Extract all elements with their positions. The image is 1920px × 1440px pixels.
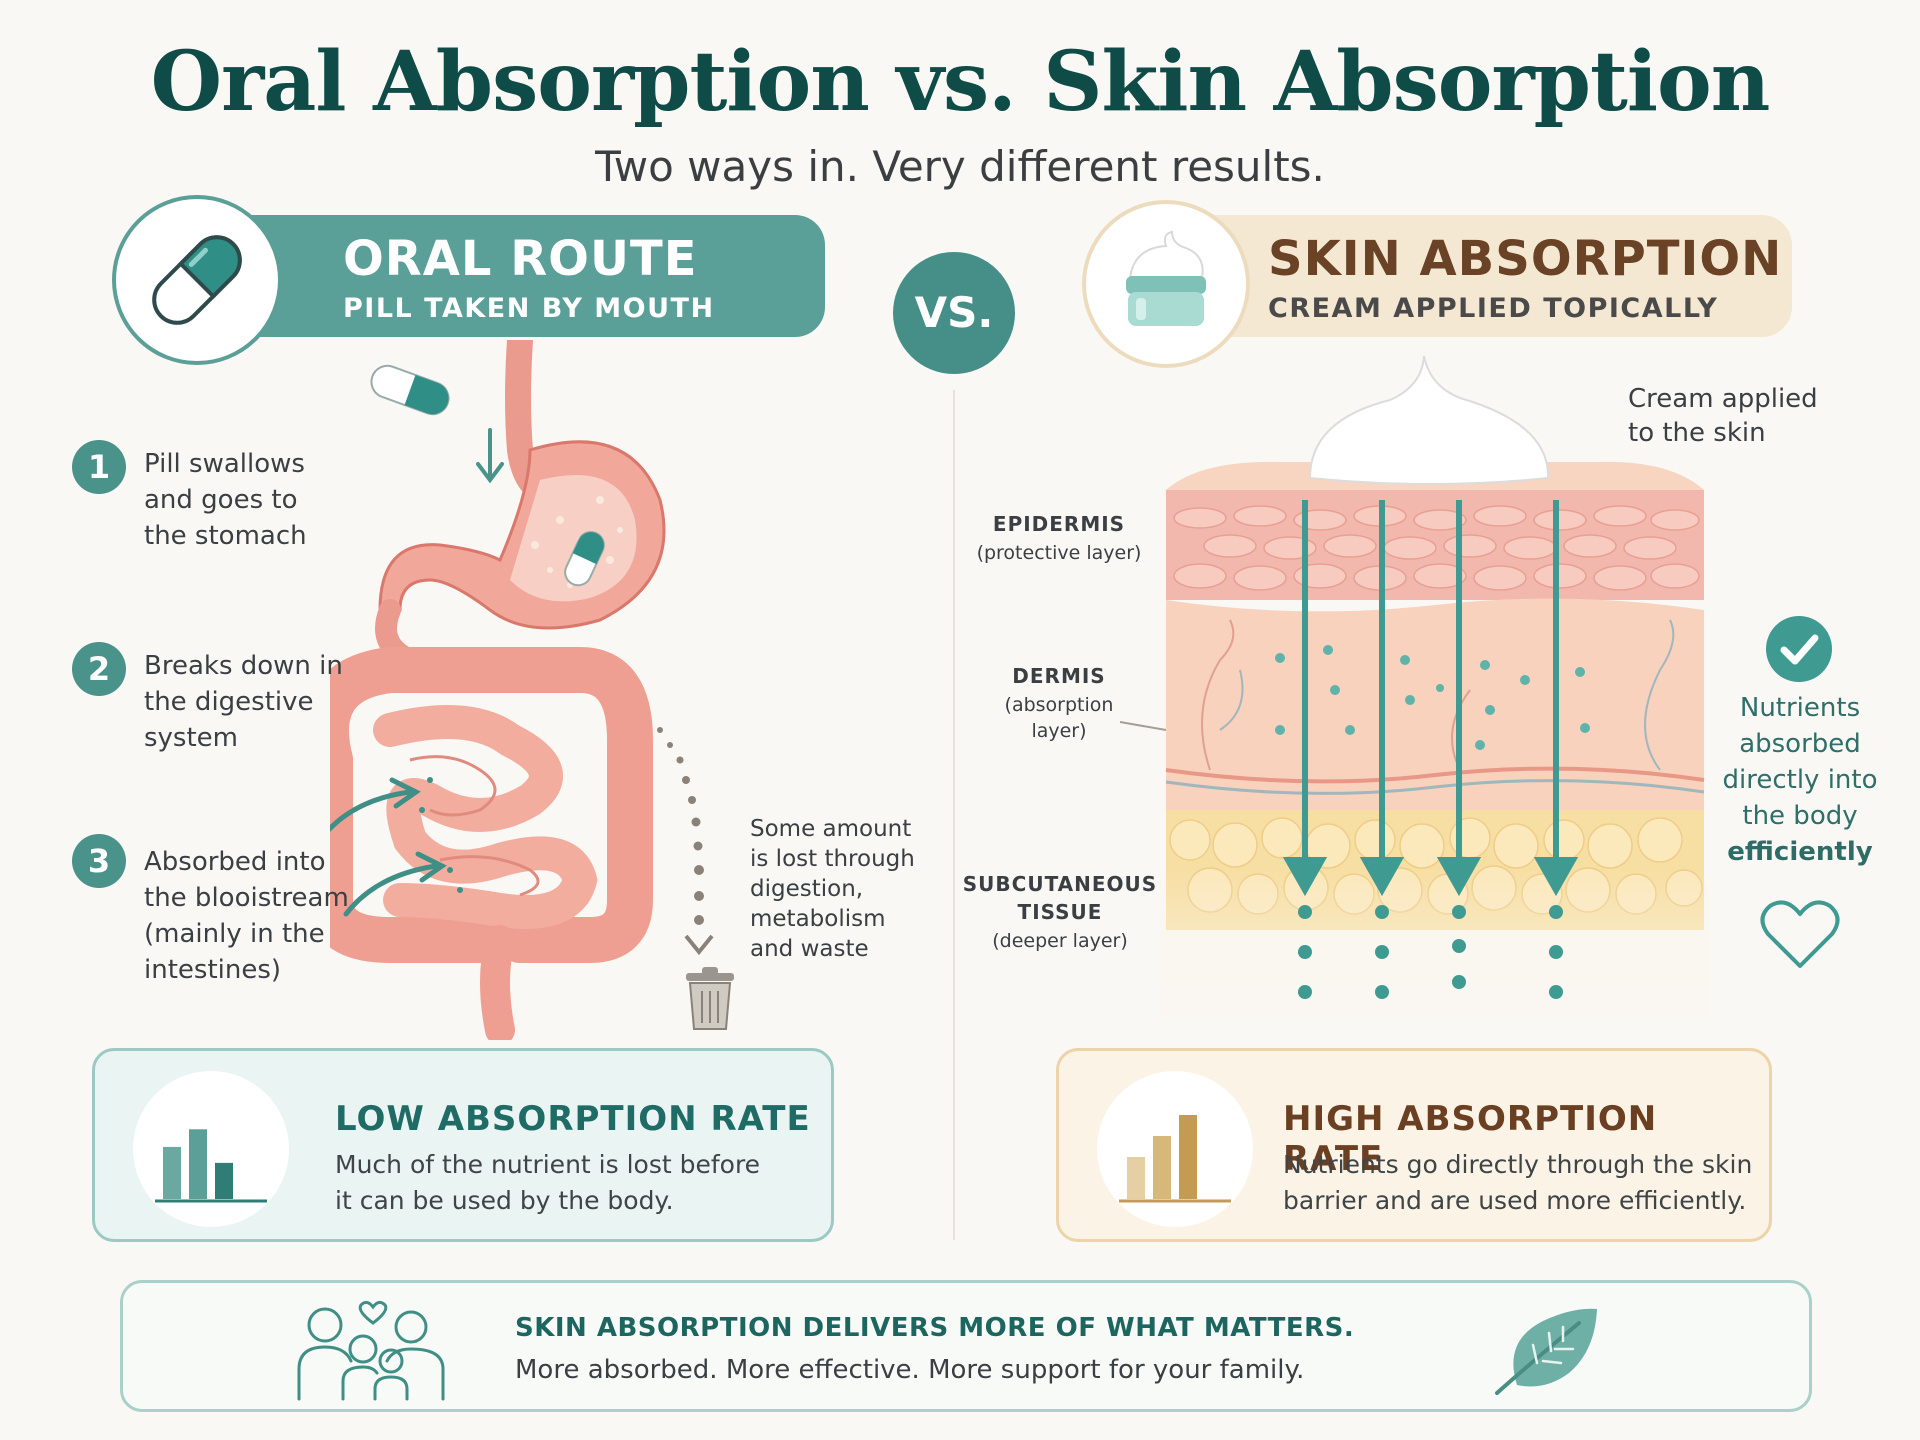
- oral-route-header: ORAL ROUTE PILL TAKEN BY MOUTH: [180, 215, 825, 337]
- footer-title: SKIN ABSORPTION DELIVERS MORE OF WHAT MA…: [515, 1313, 1355, 1343]
- leaf-icon: [1495, 1308, 1597, 1395]
- vs-badge: VS.: [893, 252, 1015, 374]
- low-absorption-bar-1: [163, 1146, 181, 1199]
- cream-jar-icon: [1082, 200, 1250, 368]
- footer-banner: SKIN ABSORPTION DELIVERS MORE OF WHAT MA…: [120, 1280, 1812, 1412]
- trash-icon: [686, 967, 734, 1030]
- dermis-label: DERMIS (absorption layer): [1004, 664, 1114, 742]
- digestive-system-illustration: [330, 340, 714, 1040]
- nutrients-result-note: Nutrients absorbed directly into the bod…: [1722, 693, 1878, 867]
- high-absorption-desc: Nutrients go directly through the skin ba…: [1283, 1150, 1753, 1215]
- capsule-icon: [112, 195, 282, 365]
- step-2-text: Breaks down in the digestive system: [144, 651, 343, 753]
- family-icon: [297, 1300, 445, 1401]
- skin-layers-illustration: [1160, 355, 1710, 1030]
- step-2-number: 2: [72, 642, 126, 696]
- subcutaneous-label: SUBCUTANEOUS TISSUE (deeper layer): [962, 872, 1158, 952]
- skin-absorption-header: SKIN ABSORPTION CREAM APPLIED TOPICALLY: [1160, 215, 1792, 337]
- low-absorption-title: LOW ABSORPTION RATE: [335, 1099, 811, 1139]
- step-3-text: Absorbed into the blooistream (mainly in t…: [144, 847, 349, 985]
- page-subtitle: Two ways in. Very different results.: [595, 142, 1325, 191]
- high-bar-chart-icon: [1097, 1071, 1253, 1227]
- high-absorption-bar-3: [1179, 1115, 1197, 1199]
- low-absorption-bar-2: [189, 1129, 207, 1199]
- check-circle-icon: [1766, 616, 1832, 682]
- step-1-text: Pill swallows and goes to the stomach: [144, 449, 307, 551]
- low-absorption-desc: Much of the nutrient is lost before it ca…: [335, 1150, 761, 1215]
- epidermis-label: EPIDERMIS (protective layer): [976, 512, 1142, 564]
- step-3-number: 3: [72, 834, 126, 888]
- cream-note: Cream applied to the skin: [1628, 384, 1818, 448]
- high-absorption-title: HIGH ABSORPTION RATE: [1283, 1099, 1658, 1179]
- loss-note: Some amount is lost through digestion, meta…: [750, 816, 915, 962]
- step-1-number: 1: [72, 440, 126, 494]
- falling-pill-icon: [370, 364, 450, 416]
- oral-route-subtitle: PILL TAKEN BY MOUTH: [343, 293, 715, 324]
- high-absorption-card: HIGH ABSORPTION RATE Nutrients go direct…: [1056, 1048, 1772, 1242]
- high-absorption-bar-2: [1153, 1136, 1171, 1199]
- center-divider: [953, 390, 955, 1240]
- high-absorption-bar-1: [1127, 1157, 1145, 1199]
- skin-absorption-subtitle: CREAM APPLIED TOPICALLY: [1268, 293, 1719, 324]
- oral-route-title: ORAL ROUTE: [343, 231, 698, 287]
- low-absorption-card: LOW ABSORPTION RATE Much of the nutrient…: [92, 1048, 834, 1242]
- page-title: Oral Absorption vs. Skin Absorption: [150, 34, 1771, 130]
- heart-icon: [1760, 900, 1840, 968]
- low-absorption-bar-3: [215, 1162, 233, 1199]
- footer-text: More absorbed. More effective. More supp…: [515, 1355, 1305, 1385]
- skin-absorption-title: SKIN ABSORPTION: [1268, 231, 1783, 287]
- low-bar-chart-icon: [133, 1071, 289, 1227]
- dermis-pointer: [1120, 721, 1167, 731]
